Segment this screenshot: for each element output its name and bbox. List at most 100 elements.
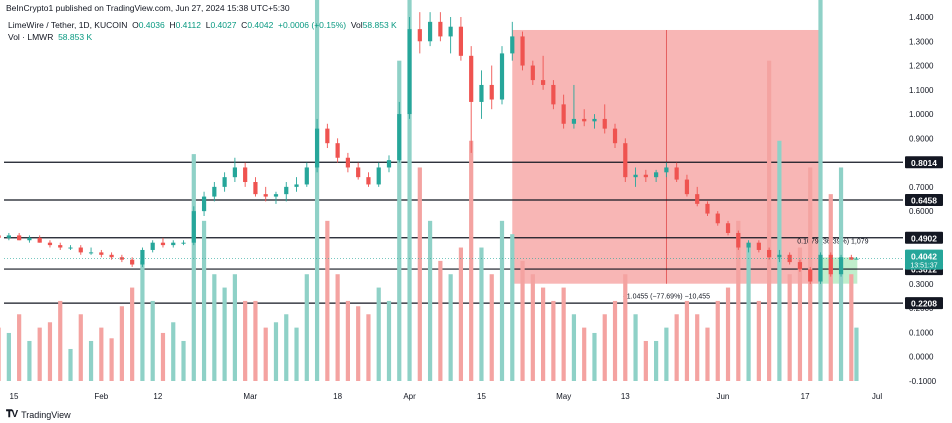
tradingview-logo-icon: 𝐓V xyxy=(6,409,18,420)
publisher-line: BeInCrypto1 published on TradingView.com… xyxy=(6,3,290,13)
close-label: C xyxy=(241,20,248,30)
volume-bar xyxy=(191,154,196,381)
candle-body xyxy=(109,254,114,258)
time-tick-label: 15 xyxy=(10,392,19,401)
volume-bar xyxy=(171,322,176,381)
footer-brand: TradingView xyxy=(21,409,71,420)
price-tick-label: 1.1000 xyxy=(909,86,934,95)
current-price-label: 0.4042 xyxy=(911,252,937,262)
candle-body xyxy=(17,235,22,241)
candle-body xyxy=(854,258,859,260)
volume-bar xyxy=(684,300,690,381)
candle-body xyxy=(284,186,289,195)
volume-bar xyxy=(160,332,166,381)
candle-body xyxy=(150,242,155,250)
candle-body xyxy=(397,114,402,161)
candle-body xyxy=(469,55,474,102)
volume-bar xyxy=(201,220,207,381)
level-price-tag xyxy=(905,297,943,310)
level-price-label: 0.2208 xyxy=(911,299,937,309)
price-tick-label: 1.2000 xyxy=(909,62,934,71)
candle-body xyxy=(273,194,279,197)
price-tick-label: 0.9000 xyxy=(909,134,934,143)
volume-bar xyxy=(212,274,217,381)
symbol-legend: LimeWire / Tether, 1D, KUCOIN O0.4036 H0… xyxy=(8,19,397,43)
volume-bar xyxy=(458,247,464,381)
candle-body xyxy=(304,167,309,185)
candle-body xyxy=(222,177,227,187)
volume-bar xyxy=(284,314,289,381)
level-price-tag xyxy=(905,194,943,207)
candle-body xyxy=(612,128,618,144)
volume-bar xyxy=(366,314,371,381)
candle-body xyxy=(345,157,350,168)
volume-bars xyxy=(0,0,859,382)
volume-bar xyxy=(448,274,453,381)
close-value: 0.4042 xyxy=(247,20,274,30)
candle-body xyxy=(201,196,207,212)
candle-body xyxy=(243,167,248,183)
low-label: L xyxy=(205,20,211,30)
high-label: H xyxy=(169,20,176,30)
candle-body xyxy=(212,186,217,197)
volume-bar xyxy=(397,60,402,382)
volume-bar xyxy=(510,234,515,381)
candle-body xyxy=(458,26,464,56)
candlesticks xyxy=(0,12,859,284)
volume-bar xyxy=(674,314,679,381)
candle-body xyxy=(37,237,42,243)
candle-body xyxy=(643,174,648,178)
candle-body xyxy=(674,167,679,180)
candle-body xyxy=(510,36,515,54)
volume-bar xyxy=(150,300,155,381)
price-tick-label: 1.3000 xyxy=(909,37,934,46)
bar-countdown-label: 13:51:37 xyxy=(910,263,937,270)
measure-zone-layer: −1.0455 (−77.69%) −10,455 0.1079 (36.39%)… xyxy=(512,29,869,301)
candle-body xyxy=(684,179,690,195)
candle-body xyxy=(561,104,566,124)
volume-bar xyxy=(417,167,422,381)
ohlc-legend: LimeWire / Tether, 1D, KUCOIN O0.4036 H0… xyxy=(8,19,397,31)
volume-bar xyxy=(27,340,32,381)
volume-bar xyxy=(612,300,618,381)
price-tick-label: 0.7000 xyxy=(909,183,934,192)
volume-bar xyxy=(130,287,135,381)
volume-bar xyxy=(88,340,94,381)
price-tick-label: 0.0000 xyxy=(909,353,934,362)
change-value: +0.0006 (+0.15%) xyxy=(278,20,347,30)
candle-body xyxy=(448,26,453,37)
price-tick-label: 0.6000 xyxy=(909,207,934,216)
candle-body xyxy=(479,84,484,102)
volume-bar xyxy=(623,274,628,381)
candle-body xyxy=(787,254,792,263)
volume-bar xyxy=(140,260,145,381)
axes: 1.4000 1.3000 1.2000 1.1000 1.0000 0.9000 0.80… xyxy=(10,13,937,401)
level-price-tag xyxy=(905,156,943,169)
candle-body xyxy=(818,254,823,282)
price-tick-label: 1.4000 xyxy=(909,13,934,22)
volume-bar xyxy=(530,274,535,381)
candle-body xyxy=(767,249,772,258)
volume-bar xyxy=(828,194,833,381)
volume-bar xyxy=(99,327,104,381)
price-tick-label: 0.3000 xyxy=(909,280,934,289)
candle-body xyxy=(582,118,587,122)
level-price-label: 0.6458 xyxy=(911,196,937,206)
candle-body xyxy=(654,172,659,178)
volume-bar xyxy=(849,274,854,381)
candle-body xyxy=(6,235,11,238)
volume-bar xyxy=(818,0,823,382)
measure-down-label: −1.0455 (−77.69%) −10,455 xyxy=(623,294,710,301)
volume-bar xyxy=(314,0,320,382)
price-tick-label: -0.1000 xyxy=(909,377,937,386)
candle-body xyxy=(746,242,751,248)
open-label: O xyxy=(132,20,139,30)
volume-legend: Vol · LMWR 58.853 K xyxy=(8,31,397,43)
vol-value: 58.853 K xyxy=(362,20,397,30)
volume-bar xyxy=(356,306,361,381)
level-price-tag xyxy=(905,231,943,244)
volume-bar xyxy=(592,332,597,381)
candle-body xyxy=(99,252,104,255)
volume-bar xyxy=(243,300,248,381)
